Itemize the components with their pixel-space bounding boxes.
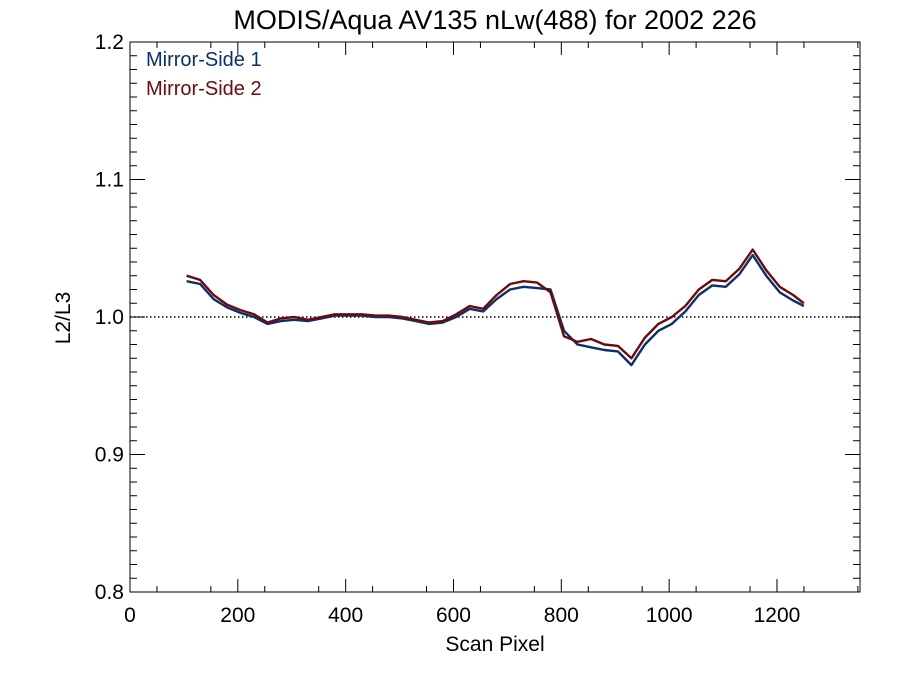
- x-tick-label: 1200: [754, 604, 801, 627]
- x-axis-label: Scan Pixel: [445, 633, 544, 656]
- x-tick-label: 0: [124, 604, 136, 627]
- y-tick-label: 0.9: [95, 444, 124, 467]
- series-line-2: [186, 248, 805, 360]
- ticks-layer: 0 200 400 600 800 1000 1200 0.8 0.9 1.0 1.1 1.2: [95, 31, 860, 627]
- y-tick-label: 1.2: [95, 31, 124, 54]
- y-tick-label: 1.1: [95, 169, 124, 192]
- x-tick-label: 400: [328, 604, 363, 627]
- y-axis-label: L2/L3: [52, 292, 75, 345]
- series-layer: [186, 248, 805, 367]
- y-tick-label: 0.8: [95, 581, 124, 604]
- x-tick-label: 800: [544, 604, 579, 627]
- legend-entry-mirror-side-2: Mirror-Side 2: [146, 78, 262, 100]
- legend: Mirror-Side 1 Mirror-Side 2: [146, 49, 262, 100]
- y-tick-label: 1.0: [95, 306, 124, 329]
- legend-entry-mirror-side-1: Mirror-Side 1: [146, 49, 262, 71]
- series-line-1: [186, 253, 805, 367]
- x-tick-label: 1000: [646, 604, 693, 627]
- x-tick-label: 200: [220, 604, 255, 627]
- x-tick-label: 600: [436, 604, 471, 627]
- chart-title: MODIS/Aqua AV135 nLw(488) for 2002 226: [233, 5, 756, 35]
